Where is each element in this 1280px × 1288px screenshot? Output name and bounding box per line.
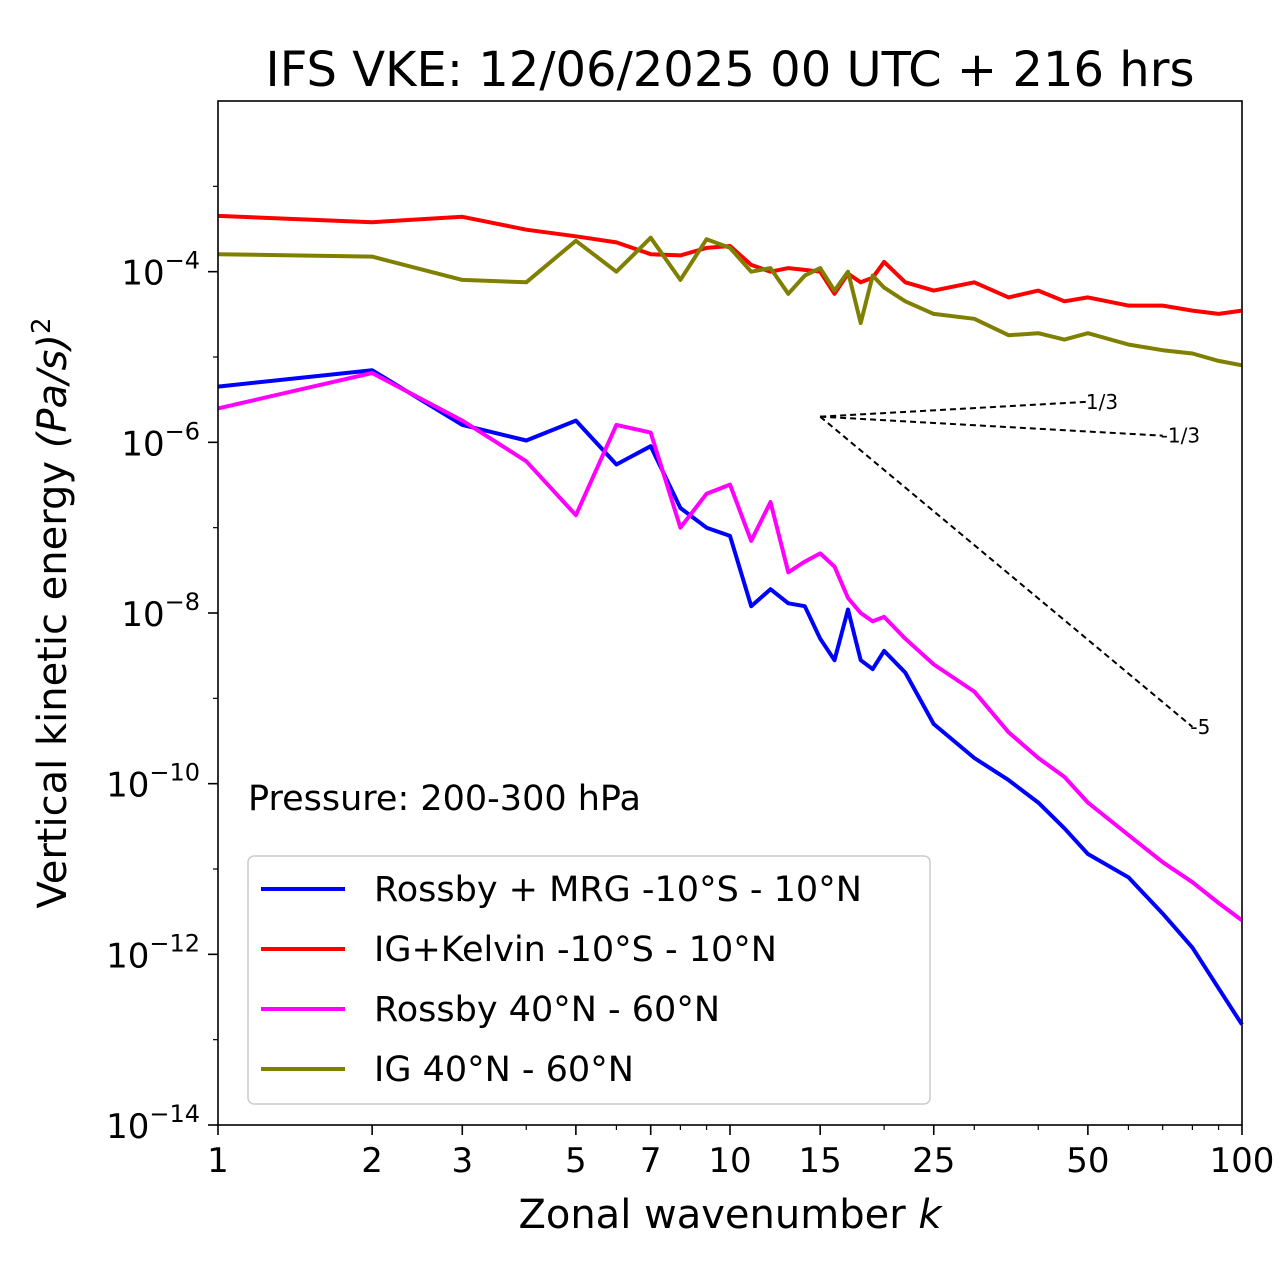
legend-label-0: Rossby + MRG -10°S - 10°N [374, 870, 862, 910]
y-axis-label-power: 2 [27, 318, 57, 335]
series-line-3 [217, 235, 1243, 368]
x-tick-label: 5 [565, 1141, 587, 1181]
legend-label-3: IG 40°N - 60°N [374, 1050, 634, 1090]
x-axis-label-text: Zonal wavenumber [518, 1192, 906, 1238]
y-axis-label-text: Vertical kinetic energy [30, 461, 76, 909]
y-tick-label: 10−6 [121, 417, 200, 464]
legend-label-2: Rossby 40°N - 60°N [374, 990, 720, 1030]
y-tick-label: 10−14 [106, 1100, 200, 1147]
x-tick-label: 3 [451, 1141, 473, 1181]
legend: Rossby + MRG -10°S - 10°N IG+Kelvin -10°S… [247, 855, 931, 1105]
slope-line-0 [820, 400, 1088, 418]
x-tick-label: 10 [708, 1141, 751, 1181]
y-tick-label: 10−12 [106, 929, 200, 976]
legend-label-1: IG+Kelvin -10°S - 10°N [374, 930, 777, 970]
slope-label-0: 1/3 [1086, 390, 1118, 414]
slope-line-2 [819, 415, 1194, 728]
x-axis-ticks: 1 2 3 5 7 10 15 25 50 100 [207, 1125, 1274, 1181]
slope-label-1: -1/3 [1161, 424, 1200, 448]
x-tick-label: 2 [361, 1141, 383, 1181]
chart-title: IFS VKE: 12/06/2025 00 UTC + 216 hrs [266, 42, 1195, 98]
y-tick-label: 10−4 [121, 247, 200, 294]
x-axis-label-variable: k [918, 1192, 943, 1238]
x-tick-label: 15 [799, 1141, 842, 1181]
slope-reference-lines: 1/3 -1/3 -5 [819, 390, 1210, 739]
y-tick-label: 10−10 [106, 759, 200, 806]
x-tick-label: 25 [912, 1141, 955, 1181]
legend-box [247, 855, 931, 1105]
series-layer [217, 213, 1244, 1026]
y-tick-label: 10−8 [121, 588, 200, 635]
y-axis-label-unit: (Pa/s) [30, 334, 76, 448]
x-tick-label: 100 [1210, 1141, 1275, 1181]
slope-line-1 [820, 415, 1163, 437]
x-tick-label: 1 [207, 1141, 229, 1181]
y-axis-ticks: 10−4 10−6 10−8 10−10 10−12 10−14 [106, 185, 218, 1147]
x-axis-label: Zonal wavenumber k [518, 1192, 943, 1238]
series-line-0 [217, 368, 1244, 1026]
slope-label-2: -5 [1190, 715, 1210, 739]
pressure-annotation: Pressure: 200-300 hPa [248, 779, 641, 819]
x-tick-label: 50 [1066, 1141, 1109, 1181]
x-tick-label: 7 [640, 1141, 662, 1181]
series-line-2 [217, 371, 1244, 923]
y-axis-label: Vertical kinetic energy (Pa/s)2 [27, 318, 76, 909]
